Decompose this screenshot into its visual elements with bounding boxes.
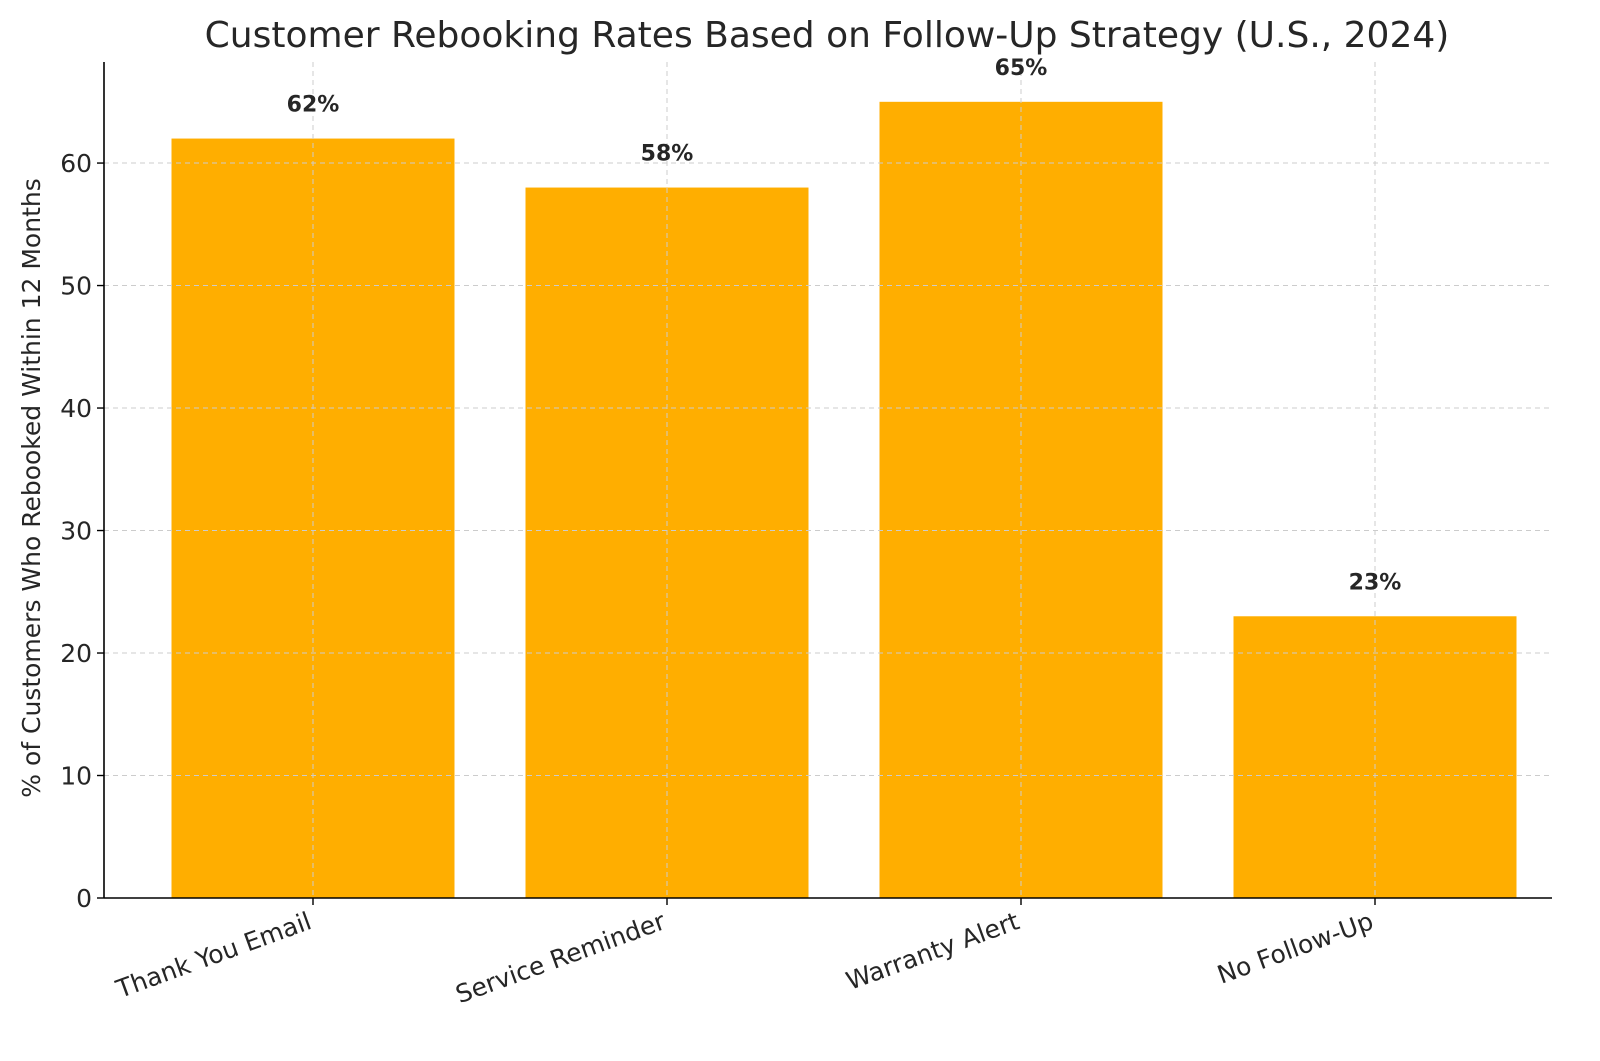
bar-value-label: 65% — [995, 56, 1048, 81]
y-tick-label: 10 — [60, 762, 92, 791]
y-tick-label: 50 — [60, 272, 92, 301]
y-tick-label: 40 — [60, 394, 92, 423]
chart-title: Customer Rebooking Rates Based on Follow… — [205, 15, 1450, 56]
x-tick-label: No Follow-Up — [1213, 906, 1377, 989]
x-tick-label: Service Reminder — [452, 906, 670, 1009]
bar — [171, 138, 455, 899]
y-tick-label: 30 — [60, 517, 92, 546]
y-tick-label: 20 — [60, 639, 92, 668]
axes — [103, 62, 1552, 899]
bar — [879, 101, 1163, 899]
x-tick-label: Warranty Alert — [842, 906, 1023, 995]
y-tick-label: 0 — [76, 884, 92, 913]
bar-value-label: 62% — [287, 93, 340, 118]
y-tick-label: 60 — [60, 149, 92, 178]
y-axis-label: % of Customers Who Rebooked Within 12 Mo… — [17, 178, 46, 797]
bar-value-label: 58% — [641, 142, 694, 167]
bar-value-label: 23% — [1349, 570, 1402, 595]
bars — [104, 62, 1552, 899]
data-labels: 62% 58% 65% 23% — [287, 56, 1402, 595]
x-tick-label: Thank You Email — [111, 906, 315, 1004]
